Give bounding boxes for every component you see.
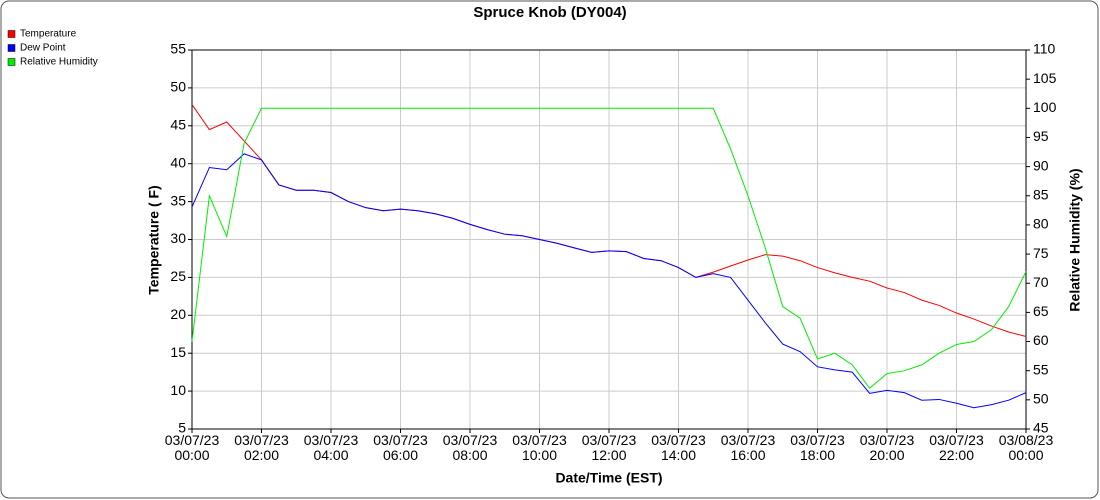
x-tick-label: 03/07/23 00:00	[165, 432, 220, 463]
y-tick-label: 30	[170, 230, 186, 246]
x-tick-label: 03/07/23 12:00	[582, 432, 637, 463]
y2-tick-label: 75	[1033, 245, 1049, 261]
y2-tick-label: 100	[1033, 99, 1057, 115]
y2-tick-label: 70	[1033, 274, 1049, 290]
x-axis-label: Date/Time (EST)	[555, 470, 662, 486]
y2-tick-label: 90	[1033, 157, 1049, 173]
y2-tick-label: 95	[1033, 128, 1049, 144]
chart-title: Spruce Knob (DY004)	[473, 4, 626, 21]
y-tick-label: 40	[170, 154, 186, 170]
y2-tick-label: 45	[1033, 420, 1049, 436]
y2-tick-label: 60	[1033, 332, 1049, 348]
y2-tick-label: 85	[1033, 186, 1049, 202]
x-tick-label: 03/07/23 18:00	[790, 432, 845, 463]
y-tick-label: 45	[170, 117, 186, 133]
x-tick-label: 03/07/23 14:00	[651, 432, 706, 463]
legend-label: Relative Humidity	[20, 57, 98, 68]
y-tick-label: 15	[170, 344, 186, 360]
y2-tick-label: 110	[1033, 41, 1056, 57]
x-tick-label: 03/07/23 04:00	[304, 432, 359, 463]
x-tick-label: 03/07/23 22:00	[929, 432, 984, 463]
y2-tick-label: 50	[1033, 391, 1049, 407]
y2-tick-label: 65	[1033, 303, 1049, 319]
legend-swatch	[7, 58, 16, 66]
plot-area	[191, 49, 1027, 430]
y-tick-label: 5	[178, 420, 186, 436]
y-tick-label: 20	[170, 306, 186, 322]
legend-label: Dew Point	[20, 43, 66, 54]
x-tick-label: 03/07/23 20:00	[860, 432, 915, 463]
y2-tick-label: 105	[1033, 70, 1057, 86]
y-tick-label: 55	[170, 41, 186, 57]
x-tick-label: 03/07/23 06:00	[373, 432, 428, 463]
y-axis-label: Temperature ( F)	[146, 185, 162, 294]
x-tick-label: 03/07/23 02:00	[234, 432, 289, 463]
line-series	[191, 153, 1027, 409]
y-tick-label: 35	[170, 192, 186, 208]
y-tick-label: 50	[170, 79, 186, 95]
y2-tick-label: 80	[1033, 216, 1049, 232]
y-tick-label: 10	[170, 382, 186, 398]
legend-swatch	[7, 44, 16, 52]
x-tick-label: 03/08/23 00:00	[999, 432, 1054, 463]
y2-axis-label: Relative Humidity (%)	[1067, 168, 1083, 311]
legend-label: Temperature	[20, 29, 77, 40]
y2-tick-label: 55	[1033, 361, 1049, 377]
x-tick-label: 03/07/23 08:00	[443, 432, 498, 463]
x-tick-label: 03/07/23 16:00	[721, 432, 776, 463]
line-series	[191, 107, 1027, 389]
y-tick-label: 25	[170, 268, 186, 284]
x-tick-label: 03/07/23 10:00	[512, 432, 567, 463]
legend-swatch	[7, 30, 16, 38]
